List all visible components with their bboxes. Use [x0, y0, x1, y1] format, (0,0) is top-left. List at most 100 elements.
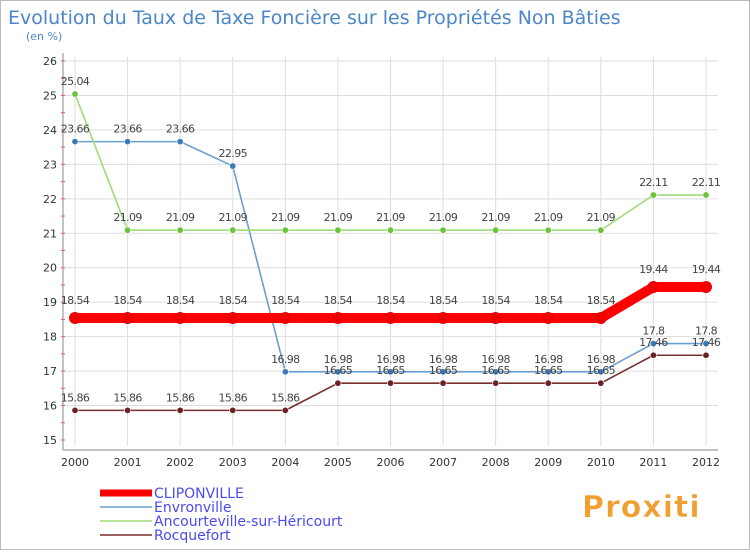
legend-label: Envronville	[154, 500, 231, 516]
y-tick-label: 22	[43, 193, 57, 206]
data-point	[439, 379, 447, 387]
data-label: 23.66	[113, 123, 142, 136]
data-point	[492, 368, 500, 376]
data-label: 17.8	[642, 325, 665, 338]
data-point	[702, 351, 710, 359]
data-label: 16.98	[481, 353, 510, 366]
data-label: 18.54	[534, 294, 563, 307]
data-label: 21.09	[324, 211, 353, 224]
data-label: 21.09	[271, 211, 300, 224]
y-tick-label: 16	[43, 400, 57, 413]
data-point	[649, 340, 657, 348]
data-point	[334, 226, 342, 234]
data-point	[597, 368, 605, 376]
data-point	[176, 406, 184, 414]
data-label: 18.54	[376, 294, 405, 307]
data-point	[386, 379, 394, 387]
x-tick-label: 2003	[219, 456, 247, 469]
data-point	[439, 226, 447, 234]
data-label: 18.54	[113, 294, 142, 307]
data-point	[71, 138, 79, 146]
data-point	[384, 312, 397, 325]
x-tick-label: 2000	[61, 456, 89, 469]
y-tick-label: 24	[43, 124, 57, 137]
x-tick-label: 2008	[482, 456, 510, 469]
data-point	[702, 340, 710, 348]
data-label: 19.44	[692, 263, 721, 276]
data-label: 21.09	[429, 211, 458, 224]
data-point	[124, 138, 132, 146]
data-point	[437, 312, 450, 325]
data-point	[594, 312, 607, 325]
data-label: 16.98	[587, 353, 616, 366]
data-label: 16.98	[271, 353, 300, 366]
data-point	[649, 351, 657, 359]
data-labels: 23.66 23.66 23.66 22.95 16.98 16.98 16.98 16.98…	[61, 75, 722, 404]
data-point	[281, 226, 289, 234]
data-label: 15.86	[166, 391, 195, 404]
data-label: 16.98	[534, 353, 563, 366]
x-tick-label: 2004	[271, 456, 299, 469]
data-label: 16.98	[324, 353, 353, 366]
data-label: 18.54	[429, 294, 458, 307]
x-tick-label: 2012	[692, 456, 720, 469]
data-point	[331, 312, 344, 325]
data-label: 16.65	[324, 364, 353, 377]
y-tick-label: 18	[43, 331, 57, 344]
data-label: 15.86	[61, 391, 90, 404]
data-label: 17.8	[695, 325, 718, 338]
data-point	[281, 406, 289, 414]
data-label: 19.44	[639, 263, 668, 276]
y-tick-label: 26	[43, 55, 57, 68]
data-point	[334, 379, 342, 387]
chart-title: Evolution du Taux de Taxe Foncière sur l…	[8, 7, 621, 29]
data-point	[176, 226, 184, 234]
legend: CLIPONVILLEEnvronvilleAncourteville-sur-…	[100, 486, 343, 544]
data-point	[124, 406, 132, 414]
brand-logo-text: Proxiti	[582, 490, 701, 525]
brand-logo: Proxiti	[582, 490, 701, 526]
data-label: 15.86	[113, 391, 142, 404]
data-label: 16.65	[376, 364, 405, 377]
data-label: 25.04	[61, 75, 90, 88]
data-label: 15.86	[271, 391, 300, 404]
data-point	[386, 226, 394, 234]
data-point	[226, 312, 239, 325]
data-label: 18.54	[324, 294, 353, 307]
y-tick-label: 17	[43, 365, 57, 378]
data-point	[121, 312, 134, 325]
data-label: 16.65	[534, 364, 563, 377]
data-label: 23.66	[61, 123, 90, 136]
data-point	[544, 379, 552, 387]
data-point	[229, 226, 237, 234]
data-point	[386, 368, 394, 376]
data-label: 18.54	[481, 294, 510, 307]
data-point	[647, 281, 660, 294]
x-tick-label: 2011	[639, 456, 667, 469]
axes: 15 16 17 18 19 20 21 22 23 24 25 26 2000 2001 2002 2003…	[43, 53, 720, 469]
data-label: 18.54	[219, 294, 248, 307]
legend-label: CLIPONVILLE	[154, 486, 244, 502]
data-point	[702, 191, 710, 199]
x-tick-label: 2006	[377, 456, 405, 469]
data-label: 18.54	[587, 294, 616, 307]
data-point	[174, 312, 187, 325]
data-label: 21.09	[534, 211, 563, 224]
data-point	[700, 281, 712, 294]
data-label: 16.65	[481, 364, 510, 377]
data-label: 21.09	[481, 211, 510, 224]
data-point	[279, 312, 292, 325]
data-label: 22.11	[692, 176, 721, 189]
data-point	[69, 312, 81, 325]
data-label: 21.09	[376, 211, 405, 224]
y-tick-label: 15	[43, 434, 57, 447]
x-tick-label: 2007	[429, 456, 457, 469]
legend-label: Rocquefort	[154, 528, 231, 544]
y-tick-label: 21	[43, 227, 57, 240]
data-point	[492, 226, 500, 234]
y-tick-label: 25	[43, 89, 57, 102]
data-point	[544, 226, 552, 234]
data-point	[492, 379, 500, 387]
